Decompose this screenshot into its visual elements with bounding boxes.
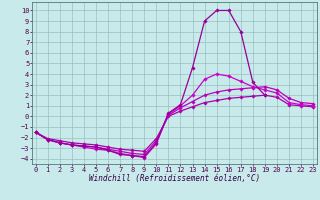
X-axis label: Windchill (Refroidissement éolien,°C): Windchill (Refroidissement éolien,°C) — [89, 174, 260, 183]
